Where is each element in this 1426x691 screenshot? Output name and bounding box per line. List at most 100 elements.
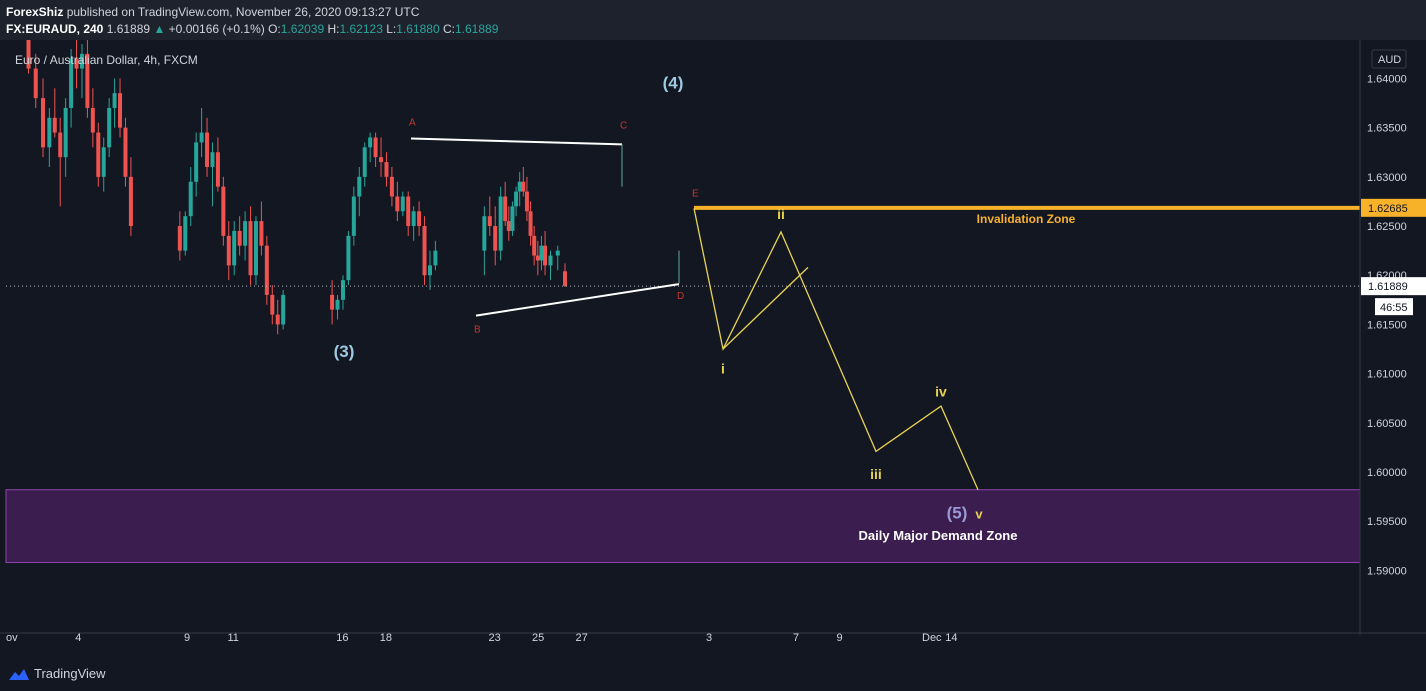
pattern-point-label: A <box>409 117 416 128</box>
time-tick-label: 23 <box>489 632 501 644</box>
candle <box>506 206 511 241</box>
candle <box>210 142 215 207</box>
candle <box>433 240 438 271</box>
candle <box>112 78 117 128</box>
candle-body <box>85 53 90 108</box>
candle-body <box>521 181 526 192</box>
candle <box>253 216 258 286</box>
chart-background <box>0 40 1426 660</box>
pattern-point-label: C <box>620 120 627 131</box>
candle <box>79 44 84 99</box>
candle <box>411 206 416 241</box>
price-chart[interactable]: Daily Major Demand Zone Invalidation Zon… <box>0 24 1426 660</box>
candle-body <box>384 162 389 177</box>
price-tick-label: 1.60000 <box>1367 467 1407 479</box>
change-value: +0.00166 (+0.1%) <box>168 22 265 36</box>
candle <box>422 216 427 286</box>
published-text: published on TradingView.com, November 2… <box>66 5 420 19</box>
demand-zone-label: Daily Major Demand Zone <box>859 528 1018 543</box>
chart-area[interactable]: Daily Major Demand Zone Invalidation Zon… <box>0 24 1426 660</box>
publish-info: ForexShiz published on TradingView.com, … <box>6 5 419 19</box>
candle-body <box>221 186 226 236</box>
publish-header: ForexShiz published on TradingView.com, … <box>0 0 1426 40</box>
candle <box>74 39 79 89</box>
candle-body <box>79 53 84 69</box>
price-tick-label: 1.64000 <box>1367 73 1407 85</box>
last-price-tag-label: 1.61889 <box>1368 281 1408 293</box>
price-tick-label: 1.61500 <box>1367 319 1407 331</box>
candle <box>330 280 335 325</box>
wave-label: iii <box>870 466 882 482</box>
candle-body <box>514 191 519 207</box>
brand-name[interactable]: TradingView <box>34 666 106 681</box>
last-price-tag <box>1361 277 1426 296</box>
candle-body <box>487 216 492 227</box>
candle <box>524 176 529 222</box>
candle <box>123 117 128 187</box>
candle-body <box>58 132 63 158</box>
candle <box>521 166 526 197</box>
candle-body <box>422 226 427 276</box>
pattern-point-label: D <box>677 291 684 302</box>
invalidation-tag <box>1361 198 1426 217</box>
low-value: 1.61880 <box>396 22 440 36</box>
pattern-point-label: B <box>474 325 481 336</box>
candle-body <box>406 196 411 227</box>
candle-body <box>417 211 422 227</box>
candle-body <box>330 294 335 310</box>
candle <box>96 122 101 187</box>
time-tick-label: 11 <box>228 632 239 644</box>
candle-body <box>503 196 508 222</box>
candle <box>205 117 210 177</box>
candle <box>532 226 537 266</box>
candle-body <box>248 221 253 276</box>
candle <box>177 211 182 261</box>
price-tick-label: 1.59000 <box>1367 565 1407 577</box>
candle-body <box>74 58 79 69</box>
wave-label: iv <box>935 383 947 399</box>
candle-body <box>346 235 351 281</box>
candle-body <box>555 250 560 256</box>
change-arrow-icon: ▲ <box>153 22 166 36</box>
candle <box>69 48 74 128</box>
wave-label: v <box>975 506 983 521</box>
candle-body <box>101 147 106 177</box>
candle <box>357 166 362 217</box>
triangle-upper-line <box>410 137 623 146</box>
candle <box>555 245 560 271</box>
candle-body <box>335 299 340 310</box>
candle <box>270 285 275 325</box>
candle <box>264 235 269 305</box>
candle-body <box>532 235 537 256</box>
candle-body <box>482 216 487 251</box>
candle-body <box>226 235 231 266</box>
time-tick-label: 3 <box>706 632 712 644</box>
time-tick-label: 4 <box>75 632 81 644</box>
candle-body <box>498 196 503 251</box>
wave-label: ii <box>777 206 785 222</box>
candle-body <box>506 221 511 231</box>
candle-body <box>368 137 373 148</box>
open-label: O: <box>268 22 281 36</box>
candle <box>498 186 503 261</box>
time-tick-label: 9 <box>184 632 190 644</box>
candle <box>281 289 286 330</box>
candle-body <box>543 245 548 266</box>
candle-body <box>52 117 57 133</box>
author-name[interactable]: ForexShiz <box>6 5 64 19</box>
candle-body <box>433 250 438 266</box>
candle <box>41 78 45 158</box>
wave-label: (5) <box>947 503 968 522</box>
time-tick-label: 7 <box>793 632 799 644</box>
candle <box>118 78 123 138</box>
candle-body <box>118 93 123 128</box>
candle-body <box>90 107 95 133</box>
candle <box>487 196 492 236</box>
price-tick-label: 1.63500 <box>1367 123 1407 135</box>
time-tick-label: ov <box>6 632 18 644</box>
candle-body <box>123 127 128 177</box>
candle <box>259 201 264 256</box>
time-tick-label: Dec <box>922 632 942 644</box>
low-label: L: <box>386 22 397 36</box>
wave-label: (3) <box>334 342 355 361</box>
